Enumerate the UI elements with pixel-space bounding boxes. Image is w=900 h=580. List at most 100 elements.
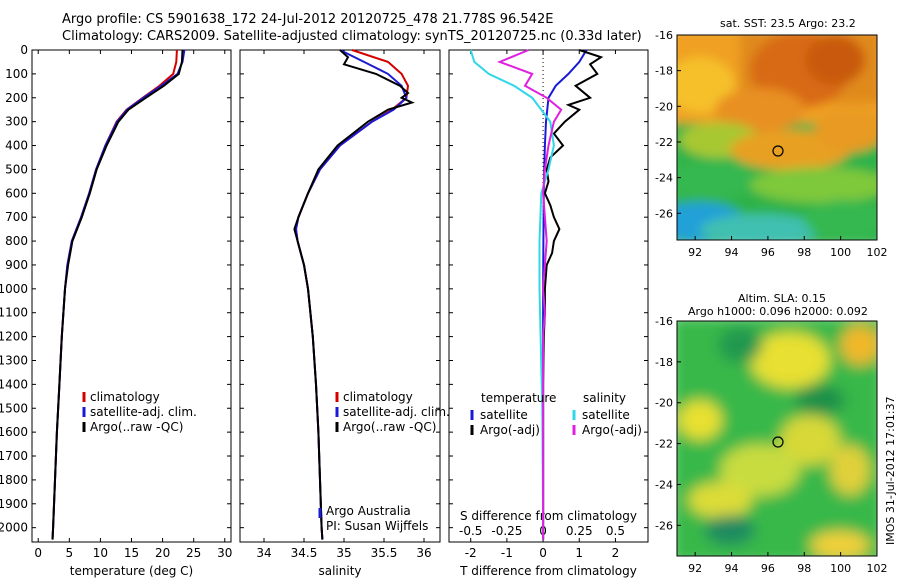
salinity-panel: 34 34.5 35 35.5 36 salinity climatologysatelli… — [239, 49, 450, 578]
map-y-tick-label: -26 — [655, 519, 673, 532]
legend-label: climatology — [90, 390, 160, 404]
x-tick-label: 35.5 — [371, 546, 398, 560]
series-line — [51, 49, 184, 540]
map-x-tick-label: 96 — [761, 562, 775, 575]
x-axis-label: T difference from climatology — [459, 564, 637, 578]
difference-panel: -2 -1 0 1 2-0.5 -0.25 0 0.25 0.5S difference fro… — [448, 49, 649, 578]
annotation-label: PI: Susan Wijffels — [326, 519, 428, 533]
x-tick-label: 1 — [575, 546, 583, 560]
x-tick-label: 0 — [34, 546, 42, 560]
depth-tick-label: 100 — [5, 67, 28, 81]
map-x-tick-label: 98 — [797, 246, 811, 259]
legend-label: satellite-adj. clim. — [343, 405, 450, 419]
series-line — [294, 49, 408, 540]
x-tick-label: -2 — [465, 546, 477, 560]
depth-tick-label: 300 — [5, 115, 28, 129]
legend-label: Argo(..raw -QC) — [90, 420, 183, 434]
depth-tick-label: 1300 — [0, 353, 28, 367]
map-y-tick-label: -20 — [655, 100, 673, 113]
s-tick-label: 0.25 — [566, 524, 593, 538]
depth-tick-label: 200 — [5, 91, 28, 105]
depth-tick-label: 1400 — [0, 377, 28, 391]
map-y-tick-label: -18 — [655, 356, 673, 369]
depth-tick-label: 1700 — [0, 449, 28, 463]
series-line — [51, 49, 178, 540]
x-tick-label: 0 — [539, 546, 547, 560]
sla-map-axes: 92 94 96 98 100 102 -16 -18 -20 -22 -24 -26 — [655, 315, 887, 575]
map-x-tick-label: 94 — [725, 246, 739, 259]
plot-frame — [239, 49, 441, 543]
map-y-tick-label: -24 — [655, 478, 673, 491]
map-y-tick-label: -16 — [655, 29, 673, 42]
map-y-tick-label: -18 — [655, 65, 673, 78]
map-x-tick-label: 100 — [830, 246, 851, 259]
map-x-tick-label: 102 — [867, 246, 888, 259]
x-tick-label: 5 — [65, 546, 73, 560]
map-y-tick-label: -20 — [655, 397, 673, 410]
map-y-tick-label: -22 — [655, 438, 673, 451]
series-line — [294, 49, 410, 540]
series-line — [293, 49, 415, 540]
map-y-tick-label: -16 — [655, 315, 673, 328]
sla-argo-marker — [772, 436, 784, 448]
legend-label: Argo(-adj) — [582, 423, 642, 437]
sst-map-axes: 92 94 96 98 100 102 -16 -18 -20 -22 -24 -26 — [655, 29, 887, 259]
s-tick-label: -0.5 — [459, 524, 482, 538]
sst-argo-marker — [772, 145, 784, 157]
depth-tick-label: 1600 — [0, 425, 28, 439]
depth-tick-label: 0 — [20, 43, 28, 57]
x-tick-label: 30 — [217, 546, 232, 560]
legend-label: Argo(..raw -QC) — [343, 420, 436, 434]
s-axis-label: S difference from climatology — [460, 509, 637, 523]
temperature-panel: 0100200300400500600700800900100011001200… — [0, 43, 232, 578]
x-tick-label: 36 — [416, 546, 431, 560]
annotation-label: Argo Australia — [326, 504, 411, 518]
map-x-tick-label: 96 — [761, 246, 775, 259]
depth-tick-label: 1500 — [0, 401, 28, 415]
series-line — [496, 49, 563, 540]
legend-label: satellite-adj. clim. — [90, 405, 197, 419]
map-y-tick-label: -22 — [655, 136, 673, 149]
depth-tick-label: 800 — [5, 234, 28, 248]
x-tick-label: 20 — [155, 546, 170, 560]
sst-map-frame — [676, 34, 878, 241]
legend-label: Argo(-adj) — [480, 423, 540, 437]
x-tick-label: 10 — [93, 546, 108, 560]
s-tick-label: -0.25 — [491, 524, 522, 538]
plot-frame — [31, 49, 232, 543]
x-tick-label: 25 — [186, 546, 201, 560]
map-x-tick-label: 98 — [797, 562, 811, 575]
series-line — [469, 49, 555, 540]
map-y-tick-label: -26 — [655, 207, 673, 220]
map-x-tick-label: 100 — [830, 562, 851, 575]
legend-title: salinity — [583, 391, 626, 405]
map-x-tick-label: 92 — [688, 246, 702, 259]
map-x-tick-label: 102 — [867, 562, 888, 575]
depth-tick-label: 600 — [5, 186, 28, 200]
imos-timestamp: IMOS 31-Jul-2012 17:01:37 — [884, 396, 897, 545]
map-x-tick-label: 94 — [725, 562, 739, 575]
title-line-2: Climatology: CARS2009. Satellite-adjuste… — [62, 29, 642, 44]
map-x-tick-label: 92 — [688, 562, 702, 575]
title-line-1: Argo profile: CS 5901638_172 24-Jul-2012… — [62, 12, 553, 27]
depth-tick-label: 700 — [5, 210, 28, 224]
x-axis-label: salinity — [318, 564, 361, 578]
sla-map-frame — [676, 320, 878, 557]
depth-tick-label: 1200 — [0, 330, 28, 344]
legend-title: temperature — [481, 391, 556, 405]
depth-tick-label: 400 — [5, 139, 28, 153]
sst-heatmap — [677, 35, 877, 240]
x-tick-label: 34 — [256, 546, 271, 560]
depth-tick-label: 900 — [5, 258, 28, 272]
depth-tick-label: 500 — [5, 162, 28, 176]
x-tick-label: -1 — [501, 546, 513, 560]
x-axis-label: temperature (deg C) — [70, 564, 193, 578]
sst-map-title: sat. SST: 23.5 Argo: 23.2 — [720, 17, 856, 30]
legend-label: satellite — [480, 408, 528, 422]
legend-label: satellite — [582, 408, 630, 422]
x-tick-label: 34.5 — [291, 546, 318, 560]
depth-tick-label: 1100 — [0, 306, 28, 320]
legend-label: climatology — [343, 390, 413, 404]
x-tick-label: 35 — [336, 546, 351, 560]
